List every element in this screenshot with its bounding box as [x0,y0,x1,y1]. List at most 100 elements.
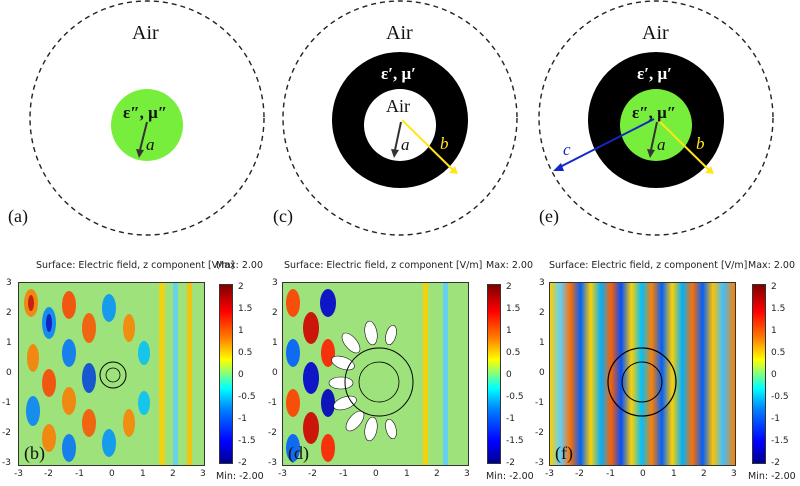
y-tick: 1 [272,338,278,348]
colorbar-tick: 0.5 [506,348,521,358]
y-tick: -1 [268,398,277,408]
x-tick: 0 [640,469,646,479]
outer-air-label: Air [132,22,159,44]
schematic-c-drawing [282,0,518,236]
y-tick: 3 [539,278,545,288]
schematic-e-drawing [538,0,774,236]
colorbar-tick: -1.5 [506,436,524,446]
plot-title: Surface: Electric field, z component [V/… [36,260,235,271]
colorbar-tick: 1.5 [771,304,786,314]
y-tick: -2 [2,428,11,438]
radius-a-arrow [394,121,402,151]
x-tick: -3 [14,469,23,479]
x-tick: 3 [731,469,737,479]
radius-a-label: a [657,135,666,154]
air-boundary-circle [29,0,265,236]
plot-title: Surface: Electric field, z component [V/… [284,260,483,271]
y-tick: -1 [2,398,11,408]
colorbar-max-label: Max: 2.00 [216,260,264,271]
radius-b-arrow [657,119,710,171]
radius-a-label: a [401,135,410,154]
colorbar-tick: -0.5 [771,392,789,402]
radius-c-arrowhead [553,163,564,171]
field-plot-b: Surface: Electric field, z component [V/… [0,258,266,486]
y-tick: 2 [6,308,12,318]
colorbar-min-label: Min: -2.00 [216,471,264,482]
colorbar-tick: 1 [506,326,512,336]
schematic-a: Air ε″, μ″ a (a) [0,0,265,240]
y-tick: 0 [6,368,12,378]
field-map [18,282,205,466]
radius-b-label: b [696,134,705,153]
colorbar-tick: -1.5 [771,436,789,446]
colorbar [219,284,233,464]
x-tick: 3 [200,469,206,479]
y-tick: 1 [6,338,12,348]
x-tick: 1 [404,469,410,479]
shell-material-label: ε′, μ′ [381,64,416,83]
field-map [282,282,469,466]
field-map-drawing [283,283,468,465]
colorbar-tick: -0.5 [506,392,524,402]
panel-tag-b: (b) [24,443,45,463]
colorbar-tick: 2 [771,282,777,292]
panel-tag-e: (e) [539,206,559,226]
x-tick: 2 [434,469,440,479]
outer-air-label: Air [386,22,413,44]
radius-c-arrow [557,118,655,169]
y-tick: 0 [539,368,545,378]
x-tick: -3 [545,469,554,479]
x-tick: -2 [575,469,584,479]
field-plot-f: Surface: Electric field, z component [V/… [533,258,800,486]
radius-b-arrowhead [705,166,714,174]
x-tick: 3 [464,469,470,479]
field-map-drawing [19,283,204,465]
core-material-label: ε″, μ″ [123,103,168,122]
radius-b-arrow [401,119,454,171]
y-tick: -1 [535,398,544,408]
colorbar-tick: -1 [771,414,780,424]
radius-a-arrow [650,121,658,151]
y-tick: 3 [272,278,278,288]
colorbar-tick: -1 [506,414,515,424]
colorbar-tick: -1 [238,414,247,424]
x-tick: 2 [170,469,176,479]
colorbar-tick: -0.5 [238,392,256,402]
x-tick: 0 [373,469,379,479]
colorbar-min-label: Min: -2.00 [486,471,534,482]
panel-tag-a: (a) [8,206,28,226]
colorbar-max-label: Max: 2.00 [748,260,796,271]
schematic-e: Air ε′, μ′ ε″, μ″ a b c (e) [533,0,800,240]
colorbar-tick: 1 [771,326,777,336]
colorbar-tick: 0 [506,370,512,380]
radius-a-arrowhead [136,149,144,158]
y-tick: 2 [272,308,278,318]
panel-tag-f: (f) [555,443,573,463]
colorbar-min-label: Min: -2.00 [748,471,796,482]
x-tick: -1 [606,469,615,479]
field-plot-d: Surface: Electric field, z component [V/… [266,258,534,486]
x-tick: -1 [339,469,348,479]
air-boundary-circle [282,0,518,236]
radius-c-label: c [563,140,571,159]
radius-b-label: b [440,134,449,153]
y-tick: 0 [272,368,278,378]
radius-a-arrow [139,121,148,151]
panel-tag-d: (d) [288,443,309,463]
x-tick: 2 [701,469,707,479]
plot-title: Surface: Electric field, z component [V/… [549,260,748,271]
x-tick: -3 [278,469,287,479]
schematic-c: Air ε′, μ′ Air a b (c) [265,0,533,240]
colorbar-tick: 1.5 [506,304,521,314]
field-map [549,282,736,466]
colorbar-tick: -2 [771,458,780,468]
y-tick: -3 [535,458,544,468]
x-tick: -2 [44,469,53,479]
y-tick: 2 [539,308,545,318]
y-tick: -3 [2,458,11,468]
colorbar-tick: -2 [238,458,247,468]
colorbar-tick: 1 [238,326,244,336]
y-tick: -3 [268,458,277,468]
radius-a-arrowhead [647,149,655,158]
radius-a-label: a [146,135,155,154]
